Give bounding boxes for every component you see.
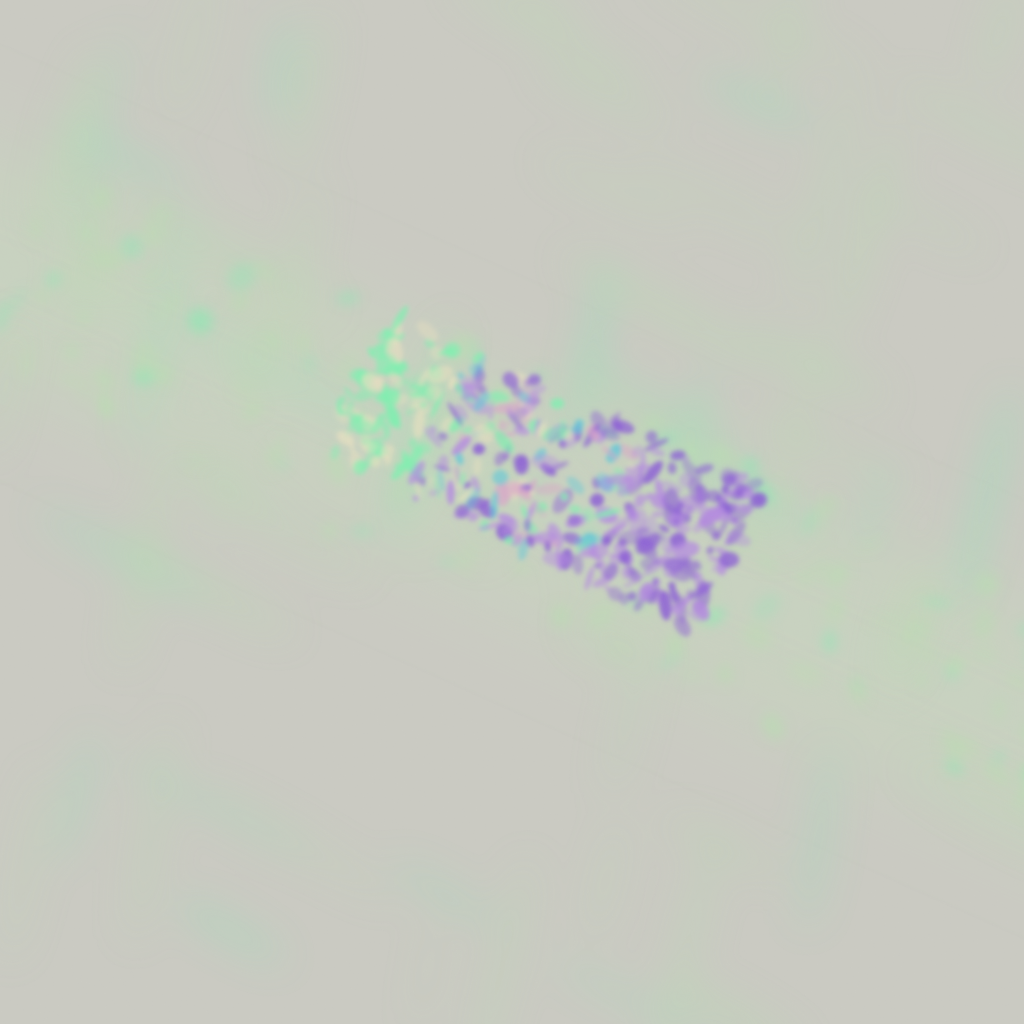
texture-canvas bbox=[0, 0, 1024, 1024]
abstract-texture-scene bbox=[0, 0, 1024, 1024]
film-grain bbox=[0, 0, 1024, 1024]
